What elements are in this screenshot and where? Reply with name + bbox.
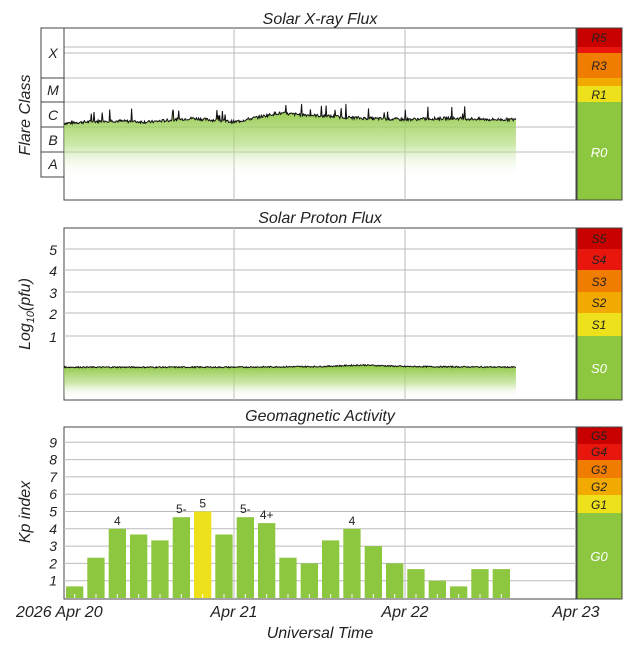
x-axis-label: Universal Time xyxy=(267,625,374,642)
kp-bar-labels: 4 5- 5 5- 4+ 4 xyxy=(114,497,356,528)
kp-bar xyxy=(343,528,361,598)
geomag-title: Geomagnetic Activity xyxy=(245,408,396,425)
kp-bar-label: 5- xyxy=(176,502,187,516)
proton-tick-3: 3 xyxy=(49,285,57,301)
scale-r0: R0 xyxy=(591,145,608,160)
x-tick-apr20: 2026 Apr 20 xyxy=(15,604,103,621)
kp-bar xyxy=(428,580,446,598)
kp-bar-label: 4 xyxy=(349,514,356,528)
kp-bar xyxy=(364,546,382,598)
kp-bar-label: 5- xyxy=(240,502,251,516)
kp-bar xyxy=(151,540,169,598)
scale-s3: S3 xyxy=(592,275,607,289)
proton-flux-area xyxy=(64,364,516,398)
scale-s0: S0 xyxy=(591,361,608,376)
kp-tick-label: 4 xyxy=(49,521,57,537)
scale-s1: S1 xyxy=(592,318,607,332)
kp-tick-label: 9 xyxy=(49,434,57,450)
kp-bar-label: 4+ xyxy=(260,508,274,522)
kp-bar-label: 4 xyxy=(114,514,121,528)
kp-bar xyxy=(172,517,190,598)
scale-g3: G3 xyxy=(591,463,607,477)
scale-r3: R3 xyxy=(591,59,607,73)
geomagnetic-storm-scale: G5 G4 G3 G2 G1 G0 xyxy=(576,426,623,600)
class-label-b: B xyxy=(48,132,57,148)
proton-title: Solar Proton Flux xyxy=(258,210,383,227)
kp-bar xyxy=(300,563,318,598)
class-label-c: C xyxy=(48,107,59,123)
kp-tick-label: 8 xyxy=(49,452,57,468)
scale-s5: S5 xyxy=(592,232,607,246)
class-label-x: X xyxy=(47,45,58,61)
scale-s2: S2 xyxy=(592,296,607,310)
kp-tick-label: 6 xyxy=(49,486,57,502)
kp-bar xyxy=(194,511,212,598)
kp-bar xyxy=(450,586,468,598)
kp-tick-label: 2 xyxy=(48,555,57,571)
kp-bar xyxy=(279,557,297,598)
scale-g1: G1 xyxy=(591,498,607,512)
scale-s4: S4 xyxy=(592,253,607,267)
kp-gridlines xyxy=(64,441,576,582)
kp-bar xyxy=(386,563,404,598)
x-tick-apr21: Apr 21 xyxy=(209,604,257,621)
kp-bar-label: 5 xyxy=(199,497,206,511)
kp-bar xyxy=(236,517,254,598)
proton-tick-4: 4 xyxy=(49,263,57,279)
xray-title: Solar X-ray Flux xyxy=(263,11,379,28)
radio-blackout-scale: R5 R3 R1 R0 xyxy=(576,27,623,201)
kp-tick-label: 3 xyxy=(49,538,57,554)
radiation-storm-scale: S5 S4 S3 S2 S1 S0 xyxy=(576,227,623,401)
kp-bar xyxy=(258,523,276,598)
kp-bar xyxy=(66,586,84,598)
kp-bar xyxy=(108,528,126,598)
x-tick-apr23: Apr 23 xyxy=(551,604,599,621)
x-tick-apr22: Apr 22 xyxy=(380,604,428,621)
kp-bar xyxy=(492,569,510,598)
scale-g2: G2 xyxy=(591,480,607,494)
scale-g5: G5 xyxy=(591,429,607,443)
kp-tick-label: 5 xyxy=(49,504,57,520)
proton-tick-1: 1 xyxy=(49,329,57,345)
xray-ylabel: Flare Class xyxy=(17,75,34,156)
proton-flux-line xyxy=(63,363,516,369)
proton-ylabel: Log10(pfu) xyxy=(17,278,37,350)
kp-bar xyxy=(87,557,105,598)
xray-flux-area xyxy=(64,103,516,178)
proton-tick-5: 5 xyxy=(49,242,57,258)
xray-panel: X M C B A R5 R3 R1 R0 xyxy=(40,27,623,201)
kp-bar xyxy=(471,569,489,598)
geomag-ylabel: Kp index xyxy=(17,480,34,543)
xray-flux-line xyxy=(63,103,517,126)
proton-panel: 5 4 3 2 1 S5 S4 S3 S2 S1 S0 xyxy=(48,227,623,401)
kp-bars xyxy=(66,511,510,598)
kp-tick-label: 7 xyxy=(49,469,58,485)
kp-bar xyxy=(215,534,233,598)
class-label-a: A xyxy=(47,156,57,172)
kp-bar xyxy=(130,534,148,598)
proton-tick-2: 2 xyxy=(48,306,57,322)
kp-bar xyxy=(407,569,425,598)
scale-r5: R5 xyxy=(591,31,607,45)
scale-g4: G4 xyxy=(591,445,607,459)
kp-bar xyxy=(322,540,340,598)
scale-g0: G0 xyxy=(590,549,608,564)
scale-r1: R1 xyxy=(591,88,606,102)
class-label-m: M xyxy=(47,82,59,98)
flare-class-boxes: X M C B A xyxy=(40,27,65,178)
kp-tick-label: 1 xyxy=(49,573,57,589)
